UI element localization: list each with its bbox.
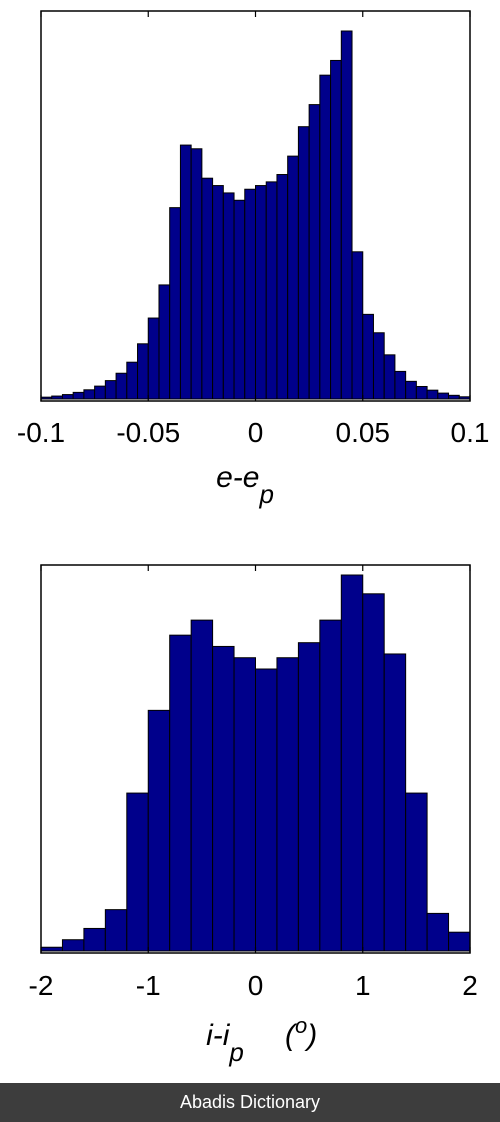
histogram-bar — [255, 185, 267, 400]
x-tick-label: -1 — [136, 970, 161, 1001]
histogram-bar — [169, 634, 192, 952]
histogram-bar — [308, 104, 321, 400]
histogram-bar — [147, 317, 160, 400]
x-axis-label-subscript: p — [258, 479, 273, 509]
footer-bar: Abadis Dictionary — [0, 1083, 500, 1122]
eccentricity-histogram: -0.1 -0.05 0 0.05 0.1 e-ep — [17, 10, 490, 509]
x-tick-label: 2 — [462, 970, 478, 1001]
histogram-bar — [51, 395, 63, 400]
histogram-bar — [104, 380, 117, 400]
x-axis-label: e-ep — [216, 461, 274, 509]
x-tick-label: 0 — [248, 417, 264, 448]
histogram-bar — [179, 144, 192, 400]
histogram-bar — [415, 385, 428, 400]
x-axis-label-main: e-e — [216, 461, 259, 494]
histogram-bar — [405, 792, 428, 952]
histogram-bar — [190, 619, 214, 952]
histogram-bar — [104, 909, 128, 952]
histogram-bar — [61, 394, 74, 400]
histogram-bar — [40, 396, 53, 400]
histogram-bar — [83, 927, 106, 952]
x-tick-label: -0.1 — [17, 417, 65, 448]
histogram-bar — [330, 59, 342, 400]
x-tick-label: 1 — [355, 970, 371, 1001]
x-axis-label: i-ip — [206, 1019, 244, 1067]
histogram-bar — [94, 385, 106, 400]
histogram-bar — [72, 391, 85, 400]
histogram-bar — [276, 174, 289, 400]
histogram-bar — [276, 657, 299, 952]
histogram-bar — [137, 343, 149, 400]
histogram-bar — [394, 370, 407, 400]
histogram-bar — [61, 939, 85, 952]
x-axis-unit: (o) — [285, 1013, 317, 1052]
histogram-bar — [319, 619, 342, 952]
histogram-bar — [426, 389, 439, 400]
histogram-bar — [126, 792, 149, 952]
histogram-bar — [297, 642, 321, 952]
histogram-bar — [362, 313, 374, 400]
histogram-bar — [158, 284, 171, 400]
histogram-bar — [40, 946, 63, 952]
histogram-bar — [212, 645, 235, 952]
histogram-bar — [169, 207, 181, 400]
histogram-bar — [448, 931, 471, 952]
histogram-bar — [233, 199, 246, 400]
histogram-bar — [212, 185, 224, 400]
histogram-bar — [255, 668, 278, 952]
histogram-bar — [383, 653, 407, 952]
histogram-bar — [383, 354, 396, 400]
histogram-bar — [244, 188, 257, 400]
x-axis-label-subscript: p — [228, 1037, 243, 1067]
histogram-bar — [458, 396, 471, 400]
histogram-bar — [362, 593, 385, 952]
histogram-bar — [340, 574, 364, 952]
histogram-bar — [115, 372, 128, 400]
histogram-bar — [222, 192, 235, 400]
histogram-bar — [201, 177, 214, 400]
footer-brand-text: Abadis Dictionary — [179, 1092, 321, 1112]
x-tick-label: 0.1 — [451, 417, 490, 448]
histogram-bar — [351, 251, 364, 400]
histogram-bar — [448, 394, 460, 400]
inclination-histogram: -2 -1 0 1 2 i-ip (o) — [29, 564, 478, 1067]
histogram-figure: -0.1 -0.05 0 0.05 0.1e-ep -2 -1 0 1 2i-ip (o) — [17, 10, 490, 1067]
histogram-bar — [265, 181, 278, 400]
histogram-bar — [233, 657, 257, 952]
x-tick-label: 0 — [248, 970, 264, 1001]
histogram-bar — [426, 912, 450, 952]
x-tick-label: -2 — [29, 970, 54, 1001]
histogram-bar — [372, 332, 385, 400]
histogram-bar — [126, 361, 139, 400]
x-tick-label: -0.05 — [116, 417, 180, 448]
x-tick-label: 0.05 — [336, 417, 391, 448]
histogram-bar — [83, 389, 96, 400]
histogram-bar — [319, 74, 332, 400]
histogram-bar — [437, 392, 450, 400]
histogram-bar — [190, 148, 203, 400]
histogram-bar — [297, 126, 310, 400]
histogram-bar — [405, 380, 417, 400]
histogram-bar — [340, 30, 353, 400]
x-axis-label-main: i-i — [206, 1019, 231, 1052]
histogram-bar — [147, 709, 171, 952]
histogram-bar — [287, 155, 299, 400]
